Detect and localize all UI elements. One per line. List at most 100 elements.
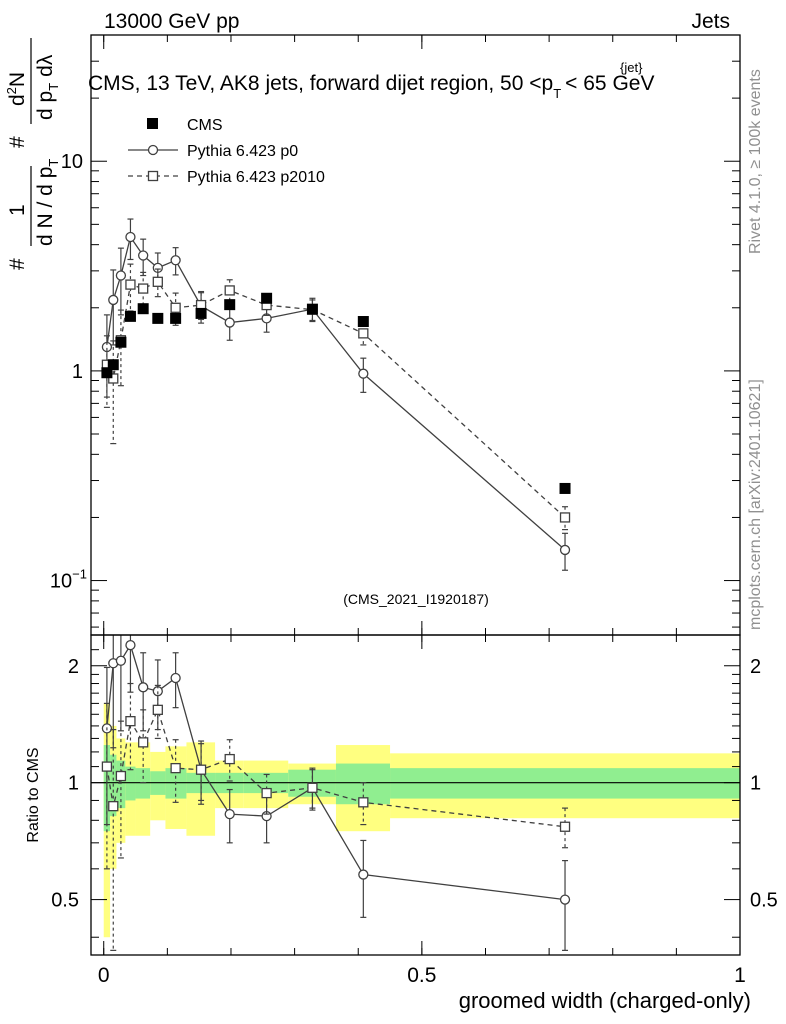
ylabel-num3: d2N: [4, 72, 29, 106]
cms-point: [170, 312, 182, 324]
ratio-y-tick-label-right: 0.5: [750, 890, 778, 912]
cms-point: [306, 303, 318, 315]
cms-point: [124, 310, 136, 322]
legend-cms-label: CMS: [187, 117, 223, 134]
p0-point: [108, 294, 119, 306]
plot-title-sup: {jet}: [620, 60, 643, 75]
ylabel-den: d N / d pT: [34, 159, 61, 246]
p2010-point: [125, 279, 136, 290]
ratio-y-tick-label: 0.5: [51, 890, 79, 912]
p2010-ratio-point: [224, 753, 235, 765]
ylabel-hash: #: [6, 258, 29, 270]
p2010-point: [224, 285, 235, 296]
bottom-panel-frame: [90, 634, 741, 956]
header-right: Jets: [691, 10, 730, 33]
ratio-band-inner: [125, 766, 136, 801]
p0-ratio-point: [224, 808, 235, 820]
legend-p0-marker: [147, 144, 159, 156]
p2010-ratio-point: [358, 797, 369, 808]
plot-title-prefix: CMS, 13 TeV, AK8 jets, forward dijet reg…: [88, 72, 553, 95]
ratio-y-tick-label: 2: [68, 656, 79, 678]
p2010-point: [559, 512, 571, 523]
x-tick-label: 0: [98, 964, 110, 987]
ylabel-den2: d pTdλ: [34, 54, 61, 120]
plot-title: CMS, 13 TeV, AK8 jets, forward dijet reg…: [88, 72, 654, 101]
cms-point: [152, 312, 164, 324]
p2010-ratio-point: [115, 770, 127, 782]
p0-point: [115, 270, 127, 281]
p0-ratio-point: [170, 672, 181, 684]
plot-title-suffix: < 65 GeV: [565, 72, 654, 95]
bottom-ylabel: Ratio to CMS: [25, 747, 42, 842]
y-tick-label: 1: [72, 361, 83, 383]
cms-point: [137, 303, 149, 315]
y-tick-exponent: −1: [72, 567, 87, 582]
p2010-ratio-point: [261, 787, 272, 799]
x-tick-label: 0.5: [407, 964, 436, 987]
axes-ticks: 0 0.5 1 10 1 10−1 2 2 1 1 0.5 0.5: [50, 34, 778, 987]
rivet-label: Rivet 4.1.0, ≥ 100k events: [747, 69, 764, 254]
ylabel-den2-main: d p: [34, 91, 57, 120]
top-ylabel: # 1 d N / d pT # d2N d pTdλ: [4, 38, 61, 270]
plot-title-sub: T: [553, 86, 561, 101]
ylabel-den-sub: T: [46, 159, 61, 167]
y-tick-label: 10: [61, 151, 83, 173]
cms-point: [559, 482, 571, 494]
ylabel-den-main: d N / d p: [34, 167, 57, 246]
p0-ratio-point: [559, 894, 571, 905]
p2010-ratio-point: [138, 737, 149, 748]
ylabel-den2-rest: dλ: [34, 54, 57, 77]
p0-point: [152, 262, 163, 274]
p2010-ratio-point: [101, 761, 113, 772]
cms-point: [115, 336, 127, 348]
p0-point: [358, 368, 369, 379]
header-left: 13000 GeV pp: [104, 10, 239, 33]
ylabel-den2-sub: T: [46, 83, 61, 91]
cms-point: [195, 307, 207, 319]
legend-cms-marker: [147, 118, 158, 129]
p2010-ratio-point: [170, 762, 181, 774]
cms-point: [261, 292, 273, 304]
p2010-ratio-point: [108, 801, 119, 812]
ratio-uncertainty-bands: [91, 703, 740, 938]
y-tick-label: 10−1: [50, 567, 87, 593]
analysis-watermark: (CMS_2021_I1920187): [343, 591, 489, 607]
ratio-band-inner: [390, 768, 740, 799]
cms-point: [357, 316, 369, 328]
p2010-point: [138, 283, 149, 294]
p2010-point: [358, 328, 369, 339]
p2010-ratio-point: [559, 821, 571, 832]
ratio-y-tick-label-right: 2: [750, 656, 761, 678]
p2010-ratio-point: [307, 782, 318, 793]
data-series: [101, 218, 571, 951]
p0-ratio-point: [138, 682, 149, 693]
p2010-ratio-point: [152, 704, 163, 715]
x-tick-label: 1: [734, 964, 746, 987]
ylabel-hash-2: #: [6, 136, 29, 148]
bottom-panel-series: [101, 635, 571, 951]
p0-ratio-point: [125, 639, 136, 651]
ratio-band-inner: [116, 760, 126, 809]
cms-point: [224, 299, 236, 311]
top-panel-series: [101, 218, 571, 571]
p2010-point: [152, 276, 163, 287]
mcplots-label: mcplots.cern.ch [arXiv:2401.10621]: [747, 379, 764, 630]
ylabel-num3-sup: 2: [4, 87, 19, 94]
legend-p2010-marker: [147, 170, 159, 182]
p2010-point: [170, 302, 181, 313]
p0-point: [559, 544, 571, 556]
ratio-y-tick-label: 1: [68, 773, 79, 795]
cms-point: [107, 359, 119, 371]
p0-point: [224, 317, 235, 328]
x-axis-label: groomed width (charged-only): [459, 988, 751, 1013]
legend: CMS Pythia 6.423 p0 Pythia 6.423 p2010: [128, 117, 325, 186]
p0-point: [138, 250, 149, 261]
ratio-band-inner: [135, 768, 151, 799]
ylabel-one: 1: [6, 204, 29, 216]
p2010-ratio-point: [125, 716, 136, 727]
p0-line: [106, 235, 566, 551]
p2010-ratio-point: [195, 764, 207, 775]
ylabel-num3-d: d: [6, 94, 29, 106]
ylabel-num3-n: N: [6, 72, 29, 87]
